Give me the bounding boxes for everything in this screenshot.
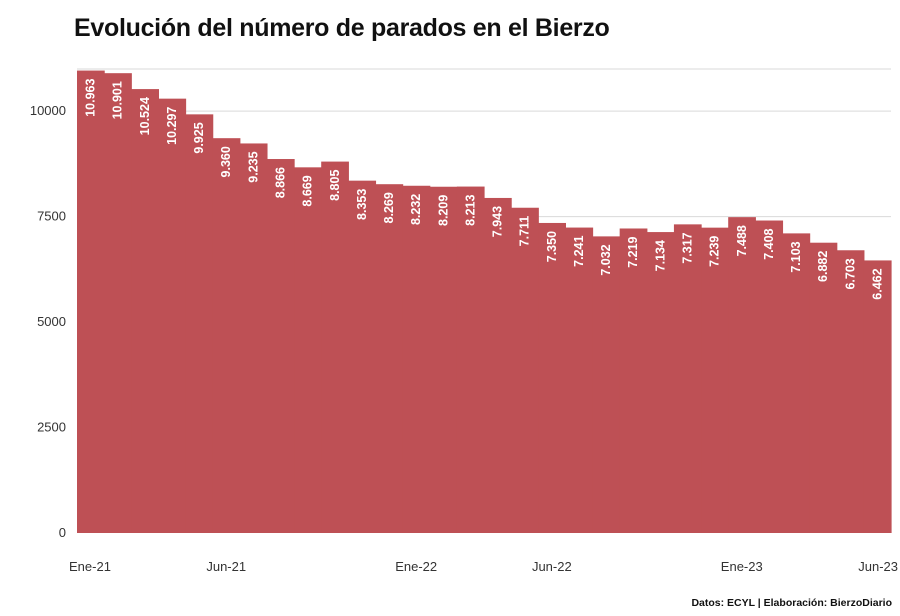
bar bbox=[646, 232, 675, 533]
y-tick-label: 0 bbox=[59, 525, 66, 540]
data-label: 7.317 bbox=[681, 232, 695, 263]
bar bbox=[321, 161, 349, 533]
y-tick-label: 5000 bbox=[37, 314, 66, 329]
bar bbox=[863, 260, 892, 533]
bar bbox=[456, 186, 485, 533]
bar bbox=[158, 98, 187, 534]
data-label: 9.235 bbox=[246, 151, 260, 182]
x-tick-label: Ene-23 bbox=[721, 559, 763, 574]
x-tick-label: Ene-21 bbox=[69, 559, 111, 574]
data-label: 8.213 bbox=[463, 195, 477, 226]
data-label: 7.103 bbox=[789, 241, 803, 272]
bars bbox=[77, 70, 892, 534]
bar bbox=[484, 197, 512, 533]
bar bbox=[592, 236, 621, 533]
data-label: 7.239 bbox=[708, 236, 722, 267]
data-label: 8.209 bbox=[436, 195, 450, 226]
data-label: 6.882 bbox=[816, 251, 830, 282]
data-label: 8.269 bbox=[382, 192, 396, 223]
bar bbox=[538, 222, 566, 533]
data-label: 10.963 bbox=[84, 79, 98, 117]
bar bbox=[212, 138, 241, 533]
bar bbox=[77, 70, 105, 533]
data-label: 6.462 bbox=[870, 268, 884, 299]
y-axis: 0 2500 5000 7500 10000 bbox=[30, 103, 66, 540]
data-label: 8.805 bbox=[328, 170, 342, 201]
data-label: 9.925 bbox=[192, 122, 206, 153]
x-tick-label: Jun-22 bbox=[532, 559, 572, 574]
chart-title: Evolución del número de parados en el Bi… bbox=[74, 14, 610, 42]
bar bbox=[673, 224, 702, 534]
data-label: 7.134 bbox=[653, 240, 667, 271]
data-label: 7.241 bbox=[572, 236, 586, 267]
bar bbox=[619, 228, 648, 534]
bar bbox=[266, 159, 295, 533]
data-label: 7.943 bbox=[491, 206, 505, 237]
bar bbox=[565, 227, 594, 533]
bar bbox=[511, 207, 539, 534]
data-label: 7.488 bbox=[735, 225, 749, 256]
bar bbox=[294, 167, 322, 533]
bar bbox=[809, 242, 838, 533]
data-label: 7.350 bbox=[545, 231, 559, 262]
bar bbox=[836, 250, 865, 533]
bar bbox=[375, 184, 404, 533]
bar bbox=[429, 186, 458, 534]
x-tick-label: Ene-22 bbox=[395, 559, 437, 574]
data-label: 10.524 bbox=[138, 97, 152, 135]
y-tick-label: 10000 bbox=[30, 103, 66, 118]
data-label: 9.360 bbox=[219, 146, 233, 177]
bar bbox=[782, 233, 811, 533]
y-tick-label: 7500 bbox=[37, 209, 66, 224]
data-label: 7.408 bbox=[762, 228, 776, 259]
bar bbox=[104, 73, 132, 534]
data-label: 7.032 bbox=[599, 244, 613, 275]
data-label: 8.232 bbox=[409, 194, 423, 225]
bar bbox=[239, 143, 268, 533]
bar bbox=[131, 89, 159, 533]
x-tick-label: Jun-23 bbox=[858, 559, 898, 574]
source-credit: Datos: ECYL | Elaboración: BierzoDiario bbox=[691, 597, 892, 609]
bar bbox=[701, 227, 729, 533]
data-label: 7.711 bbox=[518, 216, 532, 247]
data-label: 8.669 bbox=[301, 175, 315, 206]
x-axis: Ene-21 Jun-21 Ene-22 Jun-22 Ene-23 Jun-23 bbox=[69, 559, 898, 574]
x-tick-label: Jun-21 bbox=[206, 559, 246, 574]
data-label: 8.353 bbox=[355, 189, 369, 220]
bar bbox=[348, 180, 377, 533]
data-label: 7.219 bbox=[626, 236, 640, 267]
y-tick-label: 2500 bbox=[37, 420, 66, 435]
data-labels: 10.963 10.901 10.524 10.297 9.925 9.360 9.235 8… bbox=[84, 79, 885, 300]
bar bbox=[402, 185, 431, 533]
bar bbox=[728, 217, 756, 533]
data-label: 6.703 bbox=[843, 258, 857, 289]
bar bbox=[755, 220, 784, 533]
bar bbox=[185, 114, 214, 533]
data-label: 10.901 bbox=[111, 81, 125, 119]
data-label: 8.866 bbox=[274, 167, 288, 198]
data-label: 10.297 bbox=[165, 107, 179, 145]
